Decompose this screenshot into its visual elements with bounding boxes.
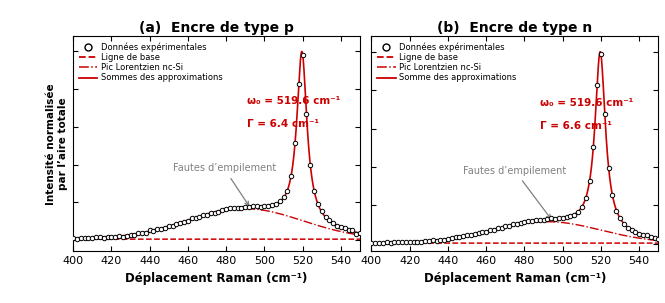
- Text: Γ = 6.6 cm⁻¹: Γ = 6.6 cm⁻¹: [540, 121, 612, 131]
- Legend: Données expérimentales, Ligne de base, Pic Lorentzien nc-Si, Sommes des approxim: Données expérimentales, Ligne de base, P…: [77, 41, 224, 84]
- Title: (b)  Encre de type n: (b) Encre de type n: [438, 21, 593, 35]
- X-axis label: Déplacement Raman (cm⁻¹): Déplacement Raman (cm⁻¹): [126, 272, 308, 285]
- Y-axis label: Intensité normalisée
par l’aire totale: Intensité normalisée par l’aire totale: [46, 83, 68, 205]
- Text: ω₀ = 519.6 cm⁻¹: ω₀ = 519.6 cm⁻¹: [247, 96, 340, 106]
- Title: (a)  Encre de type p: (a) Encre de type p: [139, 21, 294, 35]
- Text: Fautes d’empilement: Fautes d’empilement: [464, 166, 567, 218]
- Legend: Données expérimentales, Ligne de base, Pic Lorentzien nc-Si, Somme des approxima: Données expérimentales, Ligne de base, P…: [376, 41, 518, 84]
- Text: Γ = 6.4 cm⁻¹: Γ = 6.4 cm⁻¹: [247, 119, 319, 129]
- X-axis label: Déplacement Raman (cm⁻¹): Déplacement Raman (cm⁻¹): [424, 272, 606, 285]
- Text: ω₀ = 519.6 cm⁻¹: ω₀ = 519.6 cm⁻¹: [540, 98, 633, 108]
- Text: Fautes d’empilement: Fautes d’empilement: [173, 163, 276, 205]
